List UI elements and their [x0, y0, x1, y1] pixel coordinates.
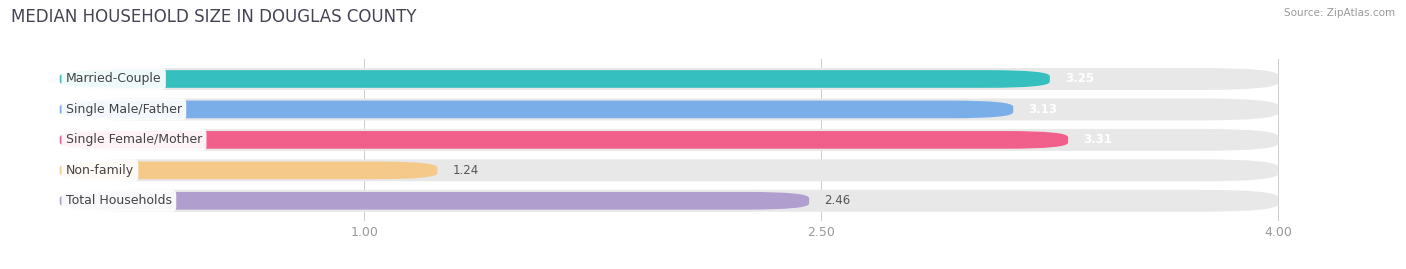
Text: 1.24: 1.24 [453, 164, 479, 177]
FancyBboxPatch shape [60, 131, 1069, 149]
Text: Non-family: Non-family [66, 164, 134, 177]
FancyBboxPatch shape [60, 161, 437, 179]
Text: Source: ZipAtlas.com: Source: ZipAtlas.com [1284, 8, 1395, 18]
Text: Married-Couple: Married-Couple [66, 72, 162, 86]
Text: 2.46: 2.46 [824, 194, 851, 207]
Text: Single Female/Mother: Single Female/Mother [66, 133, 202, 146]
FancyBboxPatch shape [60, 68, 1278, 90]
FancyBboxPatch shape [60, 70, 1050, 88]
Text: 3.25: 3.25 [1066, 72, 1094, 86]
Text: 3.13: 3.13 [1029, 103, 1057, 116]
FancyBboxPatch shape [60, 101, 1014, 118]
FancyBboxPatch shape [60, 192, 810, 210]
FancyBboxPatch shape [60, 190, 1278, 212]
Text: Single Male/Father: Single Male/Father [66, 103, 181, 116]
Text: MEDIAN HOUSEHOLD SIZE IN DOUGLAS COUNTY: MEDIAN HOUSEHOLD SIZE IN DOUGLAS COUNTY [11, 8, 416, 26]
Text: 3.31: 3.31 [1084, 133, 1112, 146]
FancyBboxPatch shape [60, 98, 1278, 121]
FancyBboxPatch shape [60, 129, 1278, 151]
Text: Total Households: Total Households [66, 194, 172, 207]
FancyBboxPatch shape [60, 159, 1278, 181]
